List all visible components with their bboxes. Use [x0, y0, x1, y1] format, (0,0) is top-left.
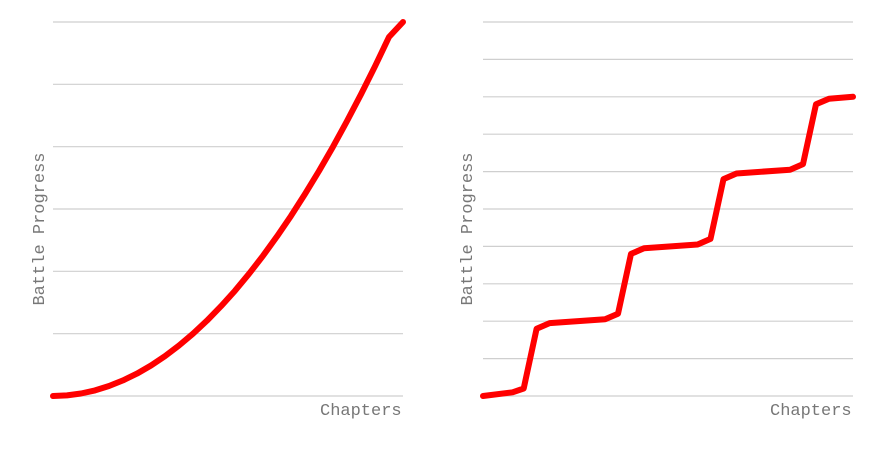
- x-axis-label-right: Chapters: [770, 402, 852, 421]
- chart-right: Chapters Battle Progress: [459, 21, 856, 421]
- y-axis-label-left: Battle Progress: [31, 152, 50, 305]
- gridlines-left: [53, 21, 403, 397]
- x-axis-label-left: Chapters: [320, 402, 402, 421]
- series-line-right: [480, 93, 856, 399]
- chart-left: Chapters Battle Progress: [31, 19, 406, 421]
- y-axis-label-right: Battle Progress: [459, 152, 478, 305]
- gridlines-right: [483, 21, 853, 397]
- series-line-left: [50, 19, 406, 399]
